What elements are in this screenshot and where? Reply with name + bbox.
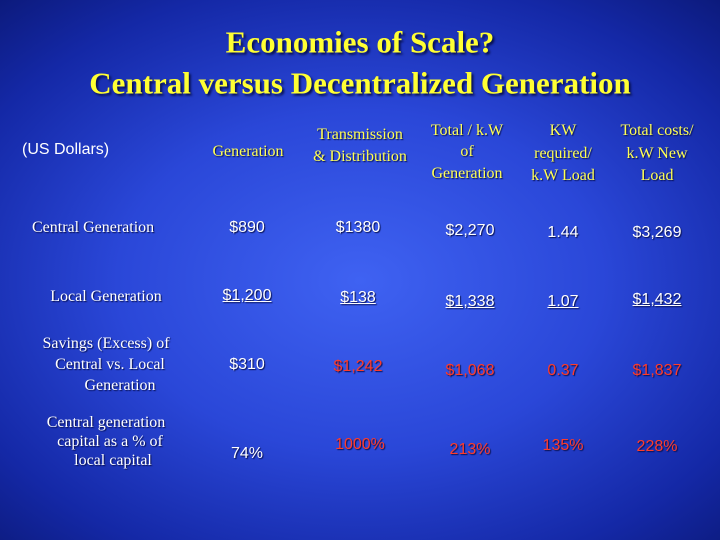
cell: 74% xyxy=(230,445,264,462)
cell: $310 xyxy=(229,356,265,373)
row-label: capital as a % of xyxy=(57,433,163,450)
row-label: Generation xyxy=(84,377,156,394)
cell: $138 xyxy=(340,289,376,306)
cell: $2,270 xyxy=(445,222,495,239)
cell: $1380 xyxy=(335,219,381,236)
cell: 1.07 xyxy=(547,293,579,310)
row-label: local capital xyxy=(74,452,152,469)
column-header: of xyxy=(460,143,474,160)
row-label: Savings (Excess) of xyxy=(42,335,170,352)
column-header: Load xyxy=(640,167,674,184)
column-header: KW xyxy=(549,122,577,139)
cell: 135% xyxy=(542,437,584,454)
title-line: Economies of Scale? xyxy=(225,24,495,60)
cell: $890 xyxy=(229,219,265,236)
column-header: Total costs/ xyxy=(620,122,694,139)
cell: 1000% xyxy=(335,436,385,453)
column-header: Transmission xyxy=(317,126,403,143)
column-header: required/ xyxy=(534,145,592,162)
column-header: k.W Load xyxy=(531,167,595,184)
title-line: Central versus Decentralized Generation xyxy=(89,65,631,101)
units-label: (US Dollars) xyxy=(22,141,110,158)
cell: $1,837 xyxy=(632,362,682,379)
cell: 0.37 xyxy=(547,362,579,379)
column-header: Generation xyxy=(431,165,503,182)
row-label: Central generation xyxy=(46,414,166,431)
column-header: k.W New xyxy=(626,145,688,162)
cell: 1.44 xyxy=(547,224,579,241)
cell: $3,269 xyxy=(632,224,682,241)
column-header: Total / k.W xyxy=(430,122,504,139)
row-label: Central vs. Local xyxy=(55,356,165,373)
cell: $1,242 xyxy=(333,358,383,375)
cell: $1,432 xyxy=(632,291,682,308)
column-header: & Distribution xyxy=(313,148,407,165)
cell: $1,068 xyxy=(445,362,495,379)
row-label: Local Generation xyxy=(50,288,162,305)
cell: 228% xyxy=(636,438,678,455)
cell: 213% xyxy=(449,441,491,458)
column-header: Generation xyxy=(212,143,284,160)
cell: $1,338 xyxy=(445,293,495,310)
cell: $1,200 xyxy=(222,287,272,304)
row-label: Central Generation xyxy=(32,219,155,236)
